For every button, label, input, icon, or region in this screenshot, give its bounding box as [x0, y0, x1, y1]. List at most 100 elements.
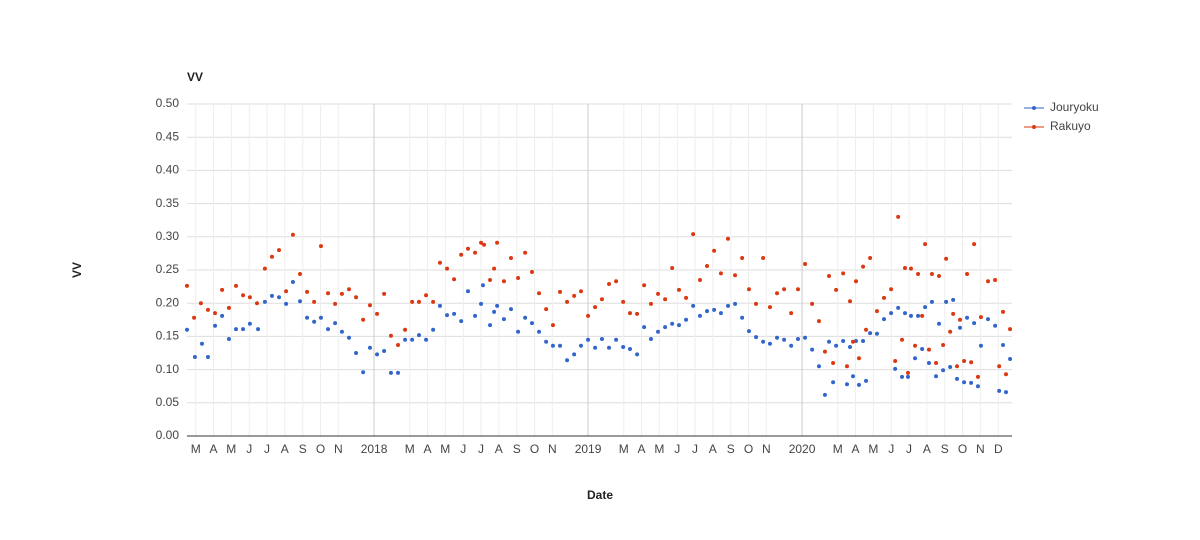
data-point — [220, 313, 225, 318]
y-tick-label: 0.05 — [156, 395, 180, 409]
data-point — [978, 315, 983, 320]
data-point — [205, 354, 210, 359]
data-point — [284, 301, 289, 306]
x-tick-label: 2020 — [789, 442, 816, 456]
data-point — [593, 345, 598, 350]
data-point — [767, 305, 772, 310]
data-point — [488, 323, 493, 328]
data-point — [882, 317, 887, 322]
data-point — [1008, 327, 1013, 332]
data-point — [803, 335, 808, 340]
data-point — [431, 327, 436, 332]
data-point — [529, 321, 534, 326]
data-point — [923, 242, 928, 247]
data-point — [816, 364, 821, 369]
data-point — [957, 317, 962, 322]
data-point — [537, 329, 542, 334]
series — [185, 214, 1013, 379]
data-point — [993, 323, 998, 328]
chart-title: VV — [187, 70, 203, 84]
data-point — [691, 303, 696, 308]
data-point — [740, 315, 745, 320]
data-point — [347, 287, 352, 292]
data-point — [850, 339, 855, 344]
data-point — [375, 352, 380, 357]
x-tick-label: A — [923, 442, 931, 456]
data-point — [746, 287, 751, 292]
data-point — [488, 277, 493, 282]
data-point — [916, 271, 921, 276]
data-point — [761, 339, 766, 344]
data-point — [908, 313, 913, 318]
x-tick-label: A — [852, 442, 860, 456]
data-point — [578, 343, 583, 348]
data-point — [388, 333, 393, 338]
data-point — [437, 260, 442, 265]
data-point — [445, 266, 450, 271]
data-point — [523, 315, 528, 320]
data-point — [599, 297, 604, 302]
x-tick-label: A — [281, 442, 289, 456]
data-point — [997, 364, 1002, 369]
x-tick-label: J — [478, 442, 484, 456]
x-tick-label: O — [530, 442, 539, 456]
y-tick-label: 0.10 — [156, 362, 180, 376]
data-point — [558, 343, 563, 348]
y-tick-label: 0.25 — [156, 262, 180, 276]
data-point — [367, 303, 372, 308]
data-point — [969, 380, 974, 385]
data-point — [902, 311, 907, 316]
data-point — [635, 311, 640, 316]
x-tick-label: N — [976, 442, 985, 456]
x-tick-label: M — [868, 442, 878, 456]
data-point — [410, 337, 415, 342]
data-point — [893, 366, 898, 371]
data-point — [896, 214, 901, 219]
data-point — [920, 313, 925, 318]
data-point — [226, 305, 231, 310]
x-tick-label: J — [692, 442, 698, 456]
data-point — [827, 273, 832, 278]
data-point — [861, 339, 866, 344]
data-point — [718, 311, 723, 316]
data-point — [975, 384, 980, 389]
data-point — [900, 337, 904, 342]
data-point — [382, 349, 387, 354]
data-point — [726, 303, 731, 308]
y-tick-label: 0.00 — [156, 428, 180, 442]
data-point — [663, 325, 668, 330]
data-point — [775, 335, 780, 340]
data-point — [893, 358, 898, 363]
y-axis-title: VV — [70, 262, 84, 278]
data-point — [361, 317, 366, 322]
data-point — [868, 256, 873, 261]
x-tick-label: S — [941, 442, 949, 456]
data-point — [965, 271, 970, 276]
data-point — [416, 333, 421, 338]
data-point — [656, 329, 661, 334]
data-point — [969, 360, 974, 365]
data-point — [452, 311, 457, 316]
data-point — [192, 354, 197, 359]
data-point — [565, 299, 570, 304]
data-point — [934, 360, 939, 365]
data-point — [192, 315, 197, 320]
data-point — [754, 335, 759, 340]
data-point — [691, 232, 696, 237]
legend-marker — [1032, 106, 1036, 110]
data-point — [410, 299, 415, 304]
data-point — [1004, 390, 1009, 395]
data-point — [495, 303, 500, 308]
data-point — [318, 315, 323, 320]
data-point — [459, 319, 464, 324]
data-point — [705, 309, 710, 314]
data-point — [388, 370, 393, 375]
data-point — [416, 299, 421, 304]
data-point — [479, 301, 484, 306]
x-tick-label: 2018 — [361, 442, 388, 456]
series — [185, 279, 1013, 397]
data-point — [465, 289, 470, 294]
data-point — [382, 291, 387, 296]
x-tick-label: S — [513, 442, 521, 456]
